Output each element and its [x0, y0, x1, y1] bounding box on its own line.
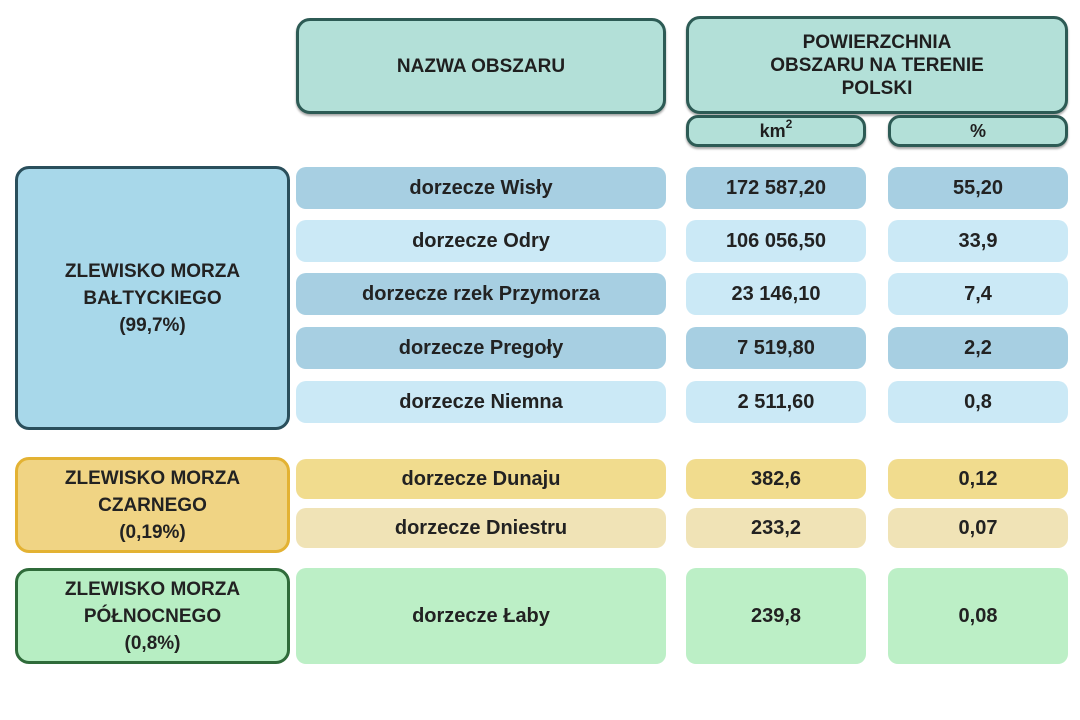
row-percent: 0,12 — [958, 467, 998, 490]
row-percent: 7,4 — [964, 282, 992, 305]
row-km2: 233,2 — [750, 516, 802, 539]
group-north-sea: ZLEWISKO MORZA PÓŁNOCNEGO (0,8%) — [15, 568, 290, 664]
header-unit-percent: % — [888, 115, 1068, 147]
unit-km-text: km2 — [759, 116, 793, 143]
row-name-cell: dorzecze Pregoły — [296, 327, 666, 369]
unit-km-superscript: 2 — [785, 116, 793, 131]
row-name: dorzecze Odry — [412, 229, 550, 252]
row-name-cell: dorzecze Odry — [296, 220, 666, 262]
row-percent: 55,20 — [952, 176, 1004, 199]
header-surface-line3: POLSKI — [841, 77, 913, 99]
row-name-cell: dorzecze Łaby — [296, 568, 666, 664]
row-km2-cell: 233,2 — [686, 508, 866, 548]
row-percent-cell: 0,07 — [888, 508, 1068, 548]
header-surface-line1: POWIERZCHNIA — [802, 31, 952, 53]
row-name: dorzecze Wisły — [409, 176, 553, 199]
row-percent-cell: 0,12 — [888, 459, 1068, 499]
group-north-line2: PÓŁNOCNEGO — [83, 605, 222, 627]
header-area-name-text: NAZWA OBSZARU — [396, 55, 566, 77]
unit-km: km — [759, 120, 786, 141]
group-baltic-line2: BAŁTYCKIEGO — [83, 287, 222, 309]
group-north-line3: (0,8%) — [124, 632, 181, 654]
row-km2-cell: 23 146,10 — [686, 273, 866, 315]
row-name-cell: dorzecze rzek Przymorza — [296, 273, 666, 315]
row-name-cell: dorzecze Niemna — [296, 381, 666, 423]
row-name-cell: dorzecze Wisły — [296, 167, 666, 209]
row-km2: 7 519,80 — [737, 336, 815, 359]
row-km2-cell: 2 511,60 — [686, 381, 866, 423]
header-surface-line2: OBSZARU NA TERENIE — [770, 54, 984, 76]
row-name: dorzecze Niemna — [399, 390, 563, 413]
group-black-line1: ZLEWISKO MORZA — [64, 467, 241, 489]
group-north-line1: ZLEWISKO MORZA — [64, 578, 241, 600]
row-name-cell: dorzecze Dniestru — [296, 508, 666, 548]
row-km2-cell: 172 587,20 — [686, 167, 866, 209]
unit-percent-text: % — [969, 120, 986, 141]
row-name: dorzecze Dunaju — [401, 467, 561, 490]
row-km2: 382,6 — [750, 467, 802, 490]
row-percent-cell: 33,9 — [888, 220, 1068, 262]
row-percent: 2,2 — [964, 336, 992, 359]
group-baltic-sea: ZLEWISKO MORZA BAŁTYCKIEGO (99,7%) — [15, 166, 290, 430]
row-percent-cell: 7,4 — [888, 273, 1068, 315]
row-name: dorzecze Dniestru — [394, 516, 568, 539]
header-surface: POWIERZCHNIA OBSZARU NA TERENIE POLSKI — [686, 16, 1068, 114]
row-name: dorzecze Pregoły — [398, 336, 564, 359]
row-percent-cell: 0,08 — [888, 568, 1068, 664]
group-black-sea: ZLEWISKO MORZA CZARNEGO (0,19%) — [15, 457, 290, 553]
row-km2-cell: 239,8 — [686, 568, 866, 664]
row-name: dorzecze rzek Przymorza — [362, 282, 600, 305]
row-percent: 33,9 — [958, 229, 998, 252]
group-black-line2: CZARNEGO — [98, 494, 207, 516]
row-percent: 0,8 — [964, 390, 992, 413]
row-percent: 0,08 — [958, 604, 998, 627]
row-percent-cell: 0,8 — [888, 381, 1068, 423]
header-unit-km2: km2 — [686, 115, 866, 147]
row-km2: 172 587,20 — [725, 176, 827, 199]
row-km2-cell: 382,6 — [686, 459, 866, 499]
header-area-name: NAZWA OBSZARU — [296, 18, 666, 114]
row-km2: 2 511,60 — [737, 390, 815, 413]
row-km2-cell: 7 519,80 — [686, 327, 866, 369]
row-name-cell: dorzecze Dunaju — [296, 459, 666, 499]
row-percent-cell: 55,20 — [888, 167, 1068, 209]
row-percent-cell: 2,2 — [888, 327, 1068, 369]
group-black-line3: (0,19%) — [119, 521, 186, 543]
group-baltic-line1: ZLEWISKO MORZA — [64, 260, 241, 282]
group-baltic-line3: (99,7%) — [119, 314, 186, 336]
row-percent: 0,07 — [958, 516, 998, 539]
row-km2: 239,8 — [750, 604, 802, 627]
row-km2-cell: 106 056,50 — [686, 220, 866, 262]
row-name: dorzecze Łaby — [412, 604, 550, 627]
row-km2: 106 056,50 — [725, 229, 827, 252]
row-km2: 23 146,10 — [731, 282, 821, 305]
